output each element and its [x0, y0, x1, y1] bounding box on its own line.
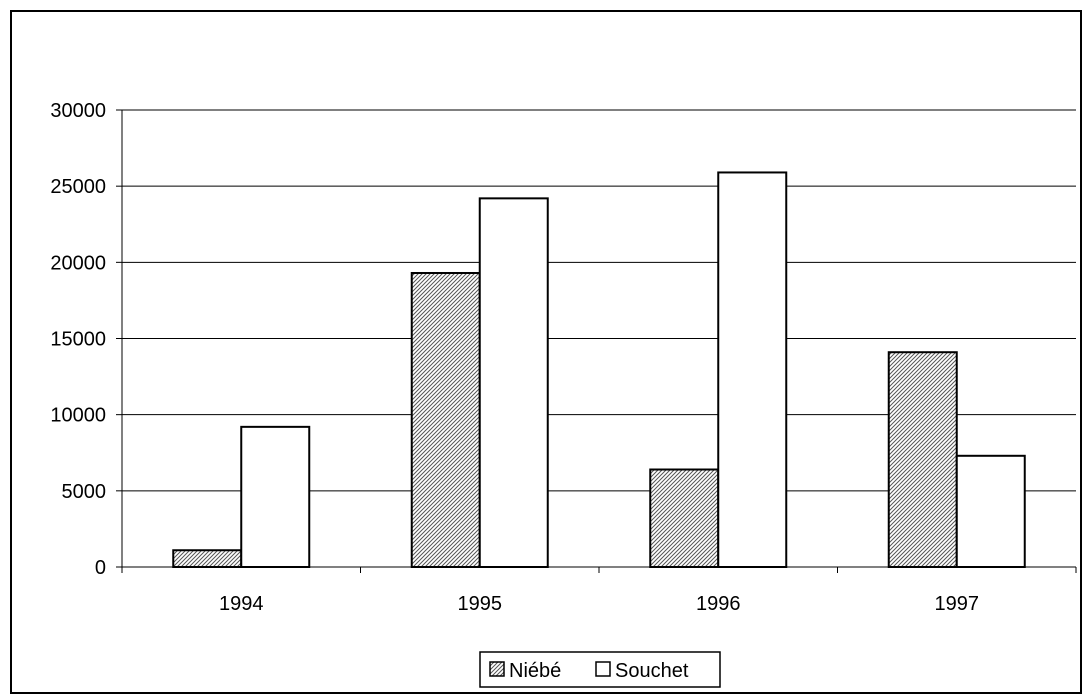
legend-label-souchet: Souchet: [615, 660, 689, 682]
legend-swatch-souchet: [595, 661, 611, 677]
y-tick-label: 25000: [50, 176, 106, 198]
bar-niebe-1996: [649, 468, 720, 568]
y-tick-label: 5000: [62, 481, 107, 503]
axes: [116, 109, 1077, 573]
bar-niebe-1995: [410, 271, 481, 568]
x-tick-label: 1997: [935, 593, 980, 615]
legend-swatch-niebe: [489, 661, 505, 677]
bar-souchet-1997: [955, 454, 1026, 568]
bar-souchet-1995: [478, 197, 549, 568]
bar-niebe-1997: [887, 351, 958, 568]
bars: [172, 171, 1026, 569]
y-tick-label: 10000: [50, 405, 106, 427]
x-tick-labels: 1994 1995 1996 1997: [219, 593, 979, 615]
x-tick-label: 1994: [219, 593, 264, 615]
x-tick-label: 1995: [458, 593, 503, 615]
bar-niebe-1994: [172, 549, 243, 569]
y-tick-label: 30000: [50, 100, 106, 122]
bar-souchet-1994: [240, 425, 311, 568]
y-tick-labels: 0 5000 10000 15000 20000 25000 30000: [50, 100, 106, 579]
x-tick-label: 1996: [696, 593, 741, 615]
y-tick-label: 0: [95, 557, 106, 579]
bar-souchet-1996: [717, 171, 788, 568]
y-tick-label: 20000: [50, 252, 106, 274]
legend-label-niebe: Niébé: [509, 660, 561, 682]
y-tick-label: 15000: [50, 329, 106, 351]
legend: Niébé Souchet: [479, 651, 721, 688]
